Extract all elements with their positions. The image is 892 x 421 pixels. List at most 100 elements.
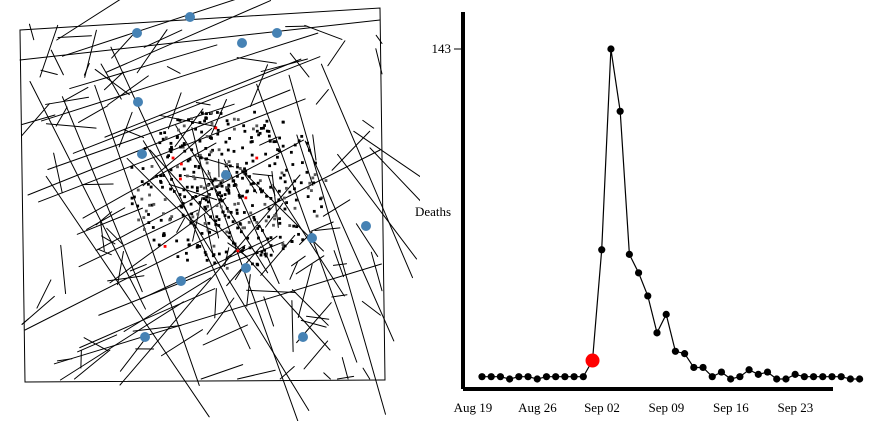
death-marker [194, 195, 198, 198]
death-marker [159, 174, 163, 178]
street [322, 199, 351, 217]
street [353, 130, 420, 178]
map-streets [19, 0, 420, 421]
street [109, 197, 227, 284]
death-marker [251, 204, 254, 207]
death-marker [137, 218, 141, 222]
death-marker [136, 188, 140, 192]
death-marker [246, 236, 250, 240]
street [24, 149, 381, 331]
death-marker [241, 194, 244, 198]
death-marker [269, 244, 273, 248]
death-marker [225, 119, 229, 123]
death-marker [251, 159, 255, 163]
death-marker [204, 198, 208, 202]
death-marker [225, 266, 229, 270]
death-marker [277, 149, 281, 153]
street [123, 277, 212, 332]
death-marker [232, 149, 236, 153]
data-point [561, 373, 569, 381]
death-marker [320, 205, 323, 209]
death-marker [231, 220, 235, 224]
cholera-map-panel [0, 0, 420, 421]
deaths-series-line [482, 48, 860, 380]
death-marker [182, 188, 186, 192]
death-marker [244, 172, 248, 176]
street [126, 157, 197, 228]
street [69, 44, 218, 90]
death-marker [183, 195, 187, 199]
death-marker [238, 222, 242, 225]
death-marker [306, 195, 310, 198]
death-marker [186, 258, 189, 262]
death-marker [283, 207, 287, 211]
death-marker [253, 110, 256, 114]
death-marker [236, 202, 240, 205]
x-tick-label: Sep 16 [713, 400, 749, 415]
death-marker [214, 219, 218, 223]
water-pump-marker [307, 233, 317, 243]
death-marker [255, 129, 259, 133]
death-marker [249, 211, 253, 215]
death-marker [301, 161, 304, 165]
death-marker [241, 249, 244, 252]
death-marker [235, 211, 239, 215]
death-marker [265, 194, 268, 198]
death-marker [227, 191, 231, 195]
street [246, 289, 297, 293]
data-point [846, 375, 854, 383]
death-marker [226, 148, 230, 152]
death-marker [232, 179, 236, 183]
death-marker [294, 198, 298, 202]
death-marker [258, 179, 262, 183]
death-marker [186, 159, 190, 163]
death-marker [194, 127, 198, 131]
death-marker [300, 134, 304, 138]
death-marker [198, 201, 202, 204]
death-marker [211, 148, 214, 152]
death-marker [242, 124, 246, 128]
death-marker [315, 214, 319, 218]
street [296, 134, 314, 186]
highlight-point [585, 353, 600, 368]
death-marker [274, 140, 277, 144]
death-marker [216, 193, 220, 197]
death-marker [236, 249, 240, 253]
death-marker [198, 121, 202, 124]
death-marker [217, 218, 221, 221]
death-marker [179, 145, 182, 149]
death-marker [204, 146, 208, 150]
death-marker [252, 127, 255, 131]
street [375, 48, 383, 75]
death-marker [243, 226, 247, 230]
data-point [828, 373, 836, 381]
death-marker [207, 221, 211, 225]
death-marker [146, 182, 150, 186]
street [200, 364, 244, 380]
death-marker [219, 181, 223, 185]
death-marker [267, 215, 271, 219]
street [36, 279, 52, 309]
street [192, 197, 203, 242]
street [289, 52, 310, 78]
data-point [690, 363, 698, 372]
death-marker [163, 131, 167, 135]
data-point [515, 373, 523, 381]
street [223, 247, 230, 268]
death-marker [217, 183, 221, 187]
death-marker [257, 224, 261, 228]
death-marker [291, 163, 295, 166]
street [123, 129, 145, 139]
street [61, 0, 236, 57]
death-marker [143, 147, 147, 150]
death-marker [257, 133, 261, 137]
death-marker [130, 196, 134, 200]
death-marker [248, 175, 251, 178]
street [41, 32, 319, 122]
death-marker [244, 196, 248, 200]
death-marker [264, 219, 268, 223]
death-marker [245, 161, 248, 165]
street [310, 221, 334, 232]
street [312, 134, 317, 161]
data-point [736, 373, 744, 381]
